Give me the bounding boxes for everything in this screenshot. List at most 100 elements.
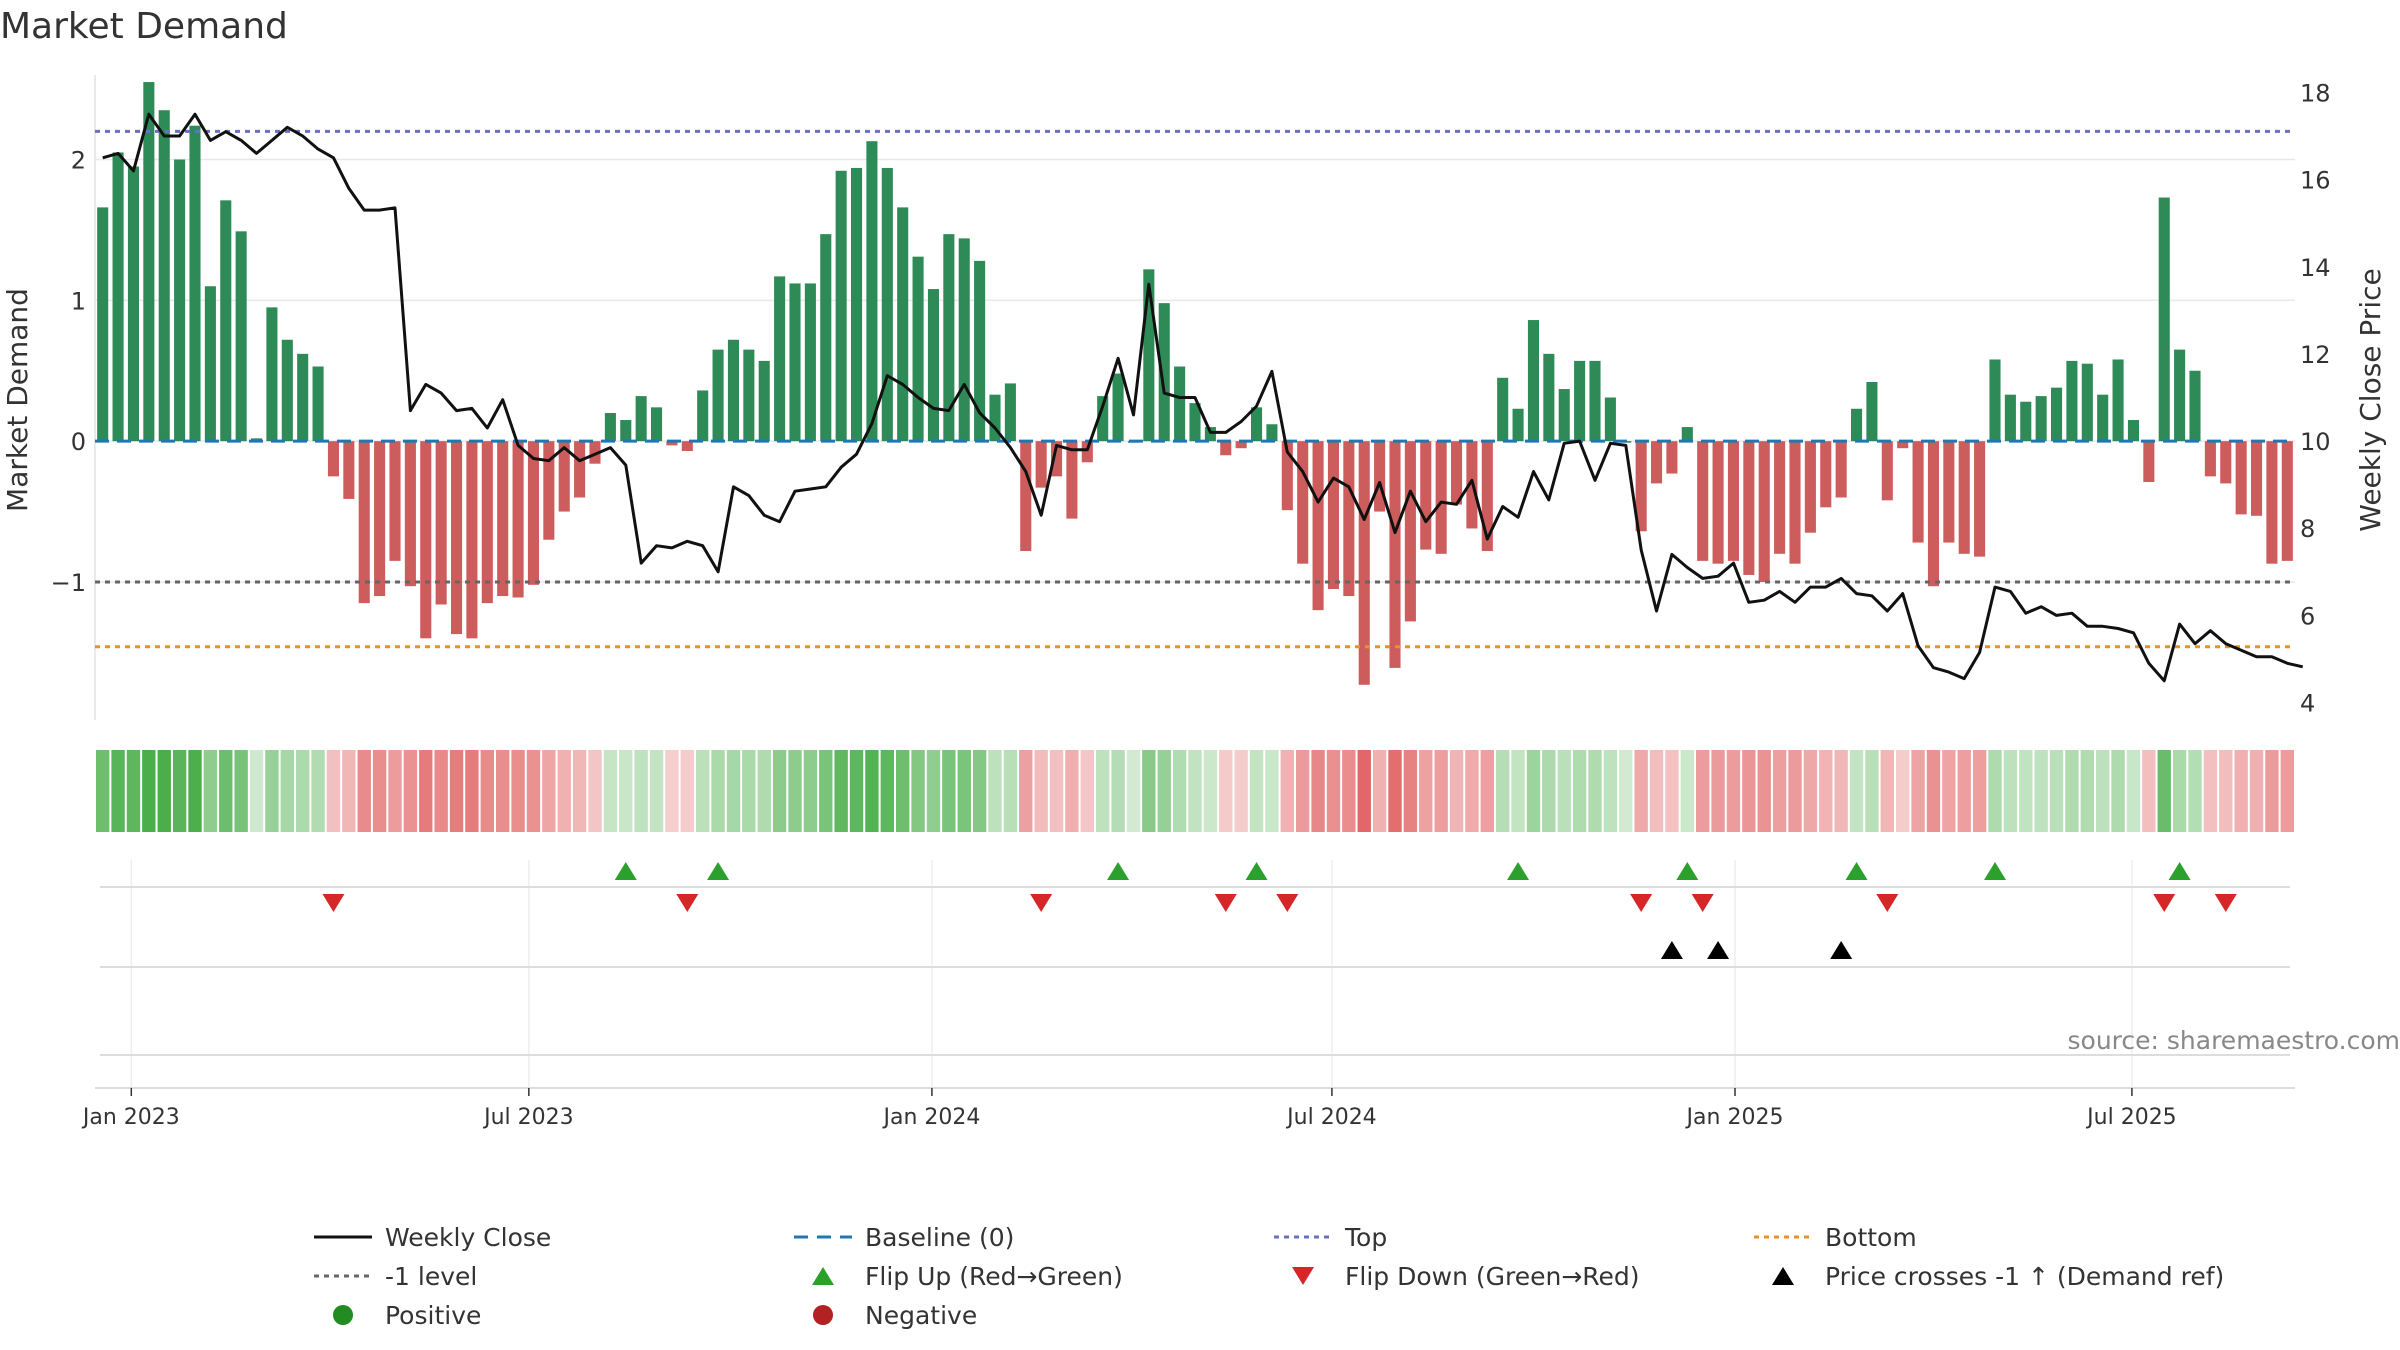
strip-cell — [1157, 750, 1171, 832]
strip-cell — [1696, 750, 1710, 832]
strip-cell — [219, 750, 233, 832]
demand-bar — [374, 441, 386, 597]
demand-bar — [2220, 441, 2232, 484]
demand-bar — [1851, 408, 1863, 442]
demand-bar — [512, 441, 524, 598]
demand-bar — [1974, 441, 1986, 557]
strip-cell — [1234, 750, 1248, 832]
flip-up-marker — [1984, 862, 2006, 880]
demand-bar — [1497, 377, 1509, 442]
strip-cell — [588, 750, 602, 832]
strip-cell — [526, 750, 541, 832]
flip-down-marker — [1691, 894, 1714, 912]
right-tick-label: 10 — [2300, 428, 2331, 456]
demand-bar — [158, 110, 170, 442]
legend-label: Flip Up (Red→Green) — [865, 1262, 1123, 1291]
demand-bar — [1897, 441, 1909, 449]
demand-bar — [1281, 441, 1293, 511]
heat-strip — [96, 750, 2294, 832]
strip-cell — [1557, 750, 1571, 832]
source-note: source: sharemaestro.com — [2068, 1026, 2400, 1055]
strip-cell — [711, 750, 725, 832]
demand-bar — [1081, 441, 1093, 463]
demand-bar — [1204, 427, 1216, 442]
flip-down-marker — [1276, 894, 1299, 912]
strip-cell — [1403, 750, 1418, 832]
strip-cell — [1496, 750, 1510, 832]
demand-bar — [1666, 441, 1678, 474]
strip-cell — [1296, 750, 1310, 832]
demand-bar — [1112, 373, 1124, 442]
x-tick-label: Jan 2023 — [81, 1105, 180, 1130]
demand-bar — [558, 441, 570, 512]
strip-cell — [1188, 750, 1202, 832]
demand-bar — [2081, 363, 2093, 442]
demand-bar — [881, 167, 893, 442]
strip-cell — [311, 750, 325, 832]
strip-cell — [1311, 750, 1325, 832]
demand-bar — [2281, 441, 2293, 561]
demand-bar — [804, 283, 816, 442]
demand-bar — [1543, 353, 1555, 442]
demand-bar — [2097, 394, 2109, 442]
price-cross-marker — [1707, 941, 1730, 959]
strip-cell — [2111, 750, 2125, 832]
demand-bar — [1681, 427, 1693, 442]
strip-cell — [496, 750, 510, 832]
strip-cell — [2203, 750, 2218, 832]
demand-bars — [97, 82, 2293, 685]
legend-label: Top — [1344, 1223, 1387, 1252]
demand-bar — [1774, 441, 1786, 554]
strip-cell — [865, 750, 879, 832]
strip-cell — [2065, 750, 2079, 832]
demand-bar — [481, 441, 493, 604]
strip-cell — [957, 750, 971, 832]
flip-down-marker — [676, 894, 699, 912]
right-tick-label: 6 — [2300, 602, 2315, 630]
flip-down-marker — [322, 894, 345, 912]
strip-cell — [1065, 750, 1079, 832]
strip-cell — [357, 750, 371, 832]
strip-cell — [280, 750, 294, 832]
strip-cell — [880, 750, 894, 832]
legend-swatch — [1292, 1267, 1314, 1285]
strip-cell — [1111, 750, 1125, 832]
strip-cell — [234, 750, 248, 832]
demand-bar — [297, 353, 309, 442]
left-tick-label: 2 — [71, 146, 86, 174]
strip-cell — [403, 750, 418, 832]
left-tick-label: −1 — [51, 569, 86, 597]
demand-bar — [1574, 360, 1586, 442]
demand-bar — [1558, 389, 1570, 442]
flip-up-marker — [1245, 862, 1268, 880]
demand-bar — [143, 82, 155, 442]
demand-bar — [1220, 441, 1232, 456]
demand-bar — [1481, 441, 1493, 552]
demand-bar — [1881, 441, 1893, 501]
strip-cell — [665, 750, 679, 832]
strip-cell — [834, 750, 848, 832]
strip-cell — [1372, 750, 1387, 832]
strip-cell — [1972, 750, 1987, 832]
demand-bar — [697, 390, 709, 442]
demand-bar — [2174, 349, 2186, 442]
demand-bar — [1066, 441, 1078, 519]
demand-bar — [681, 441, 693, 452]
strip-cell — [449, 750, 464, 832]
demand-bar — [789, 283, 801, 442]
demand-bar — [543, 441, 555, 540]
strip-cell — [1665, 750, 1679, 832]
demand-bar — [1804, 441, 1816, 533]
strip-cell — [2080, 750, 2094, 832]
demand-bar — [743, 349, 755, 442]
strip-cell — [1388, 750, 1402, 832]
demand-bar — [666, 441, 678, 446]
right-tick-label: 12 — [2300, 341, 2331, 369]
demand-bar — [1235, 441, 1247, 449]
strip-cell — [1526, 750, 1541, 832]
strip-cell — [988, 750, 1002, 832]
x-axis: Jan 2023 Jul 2023 Jan 2024 Jul 2024 Jan 2025… — [81, 1087, 2295, 1130]
strip-cell — [388, 750, 402, 832]
x-tick-label: Jan 2024 — [881, 1105, 980, 1130]
